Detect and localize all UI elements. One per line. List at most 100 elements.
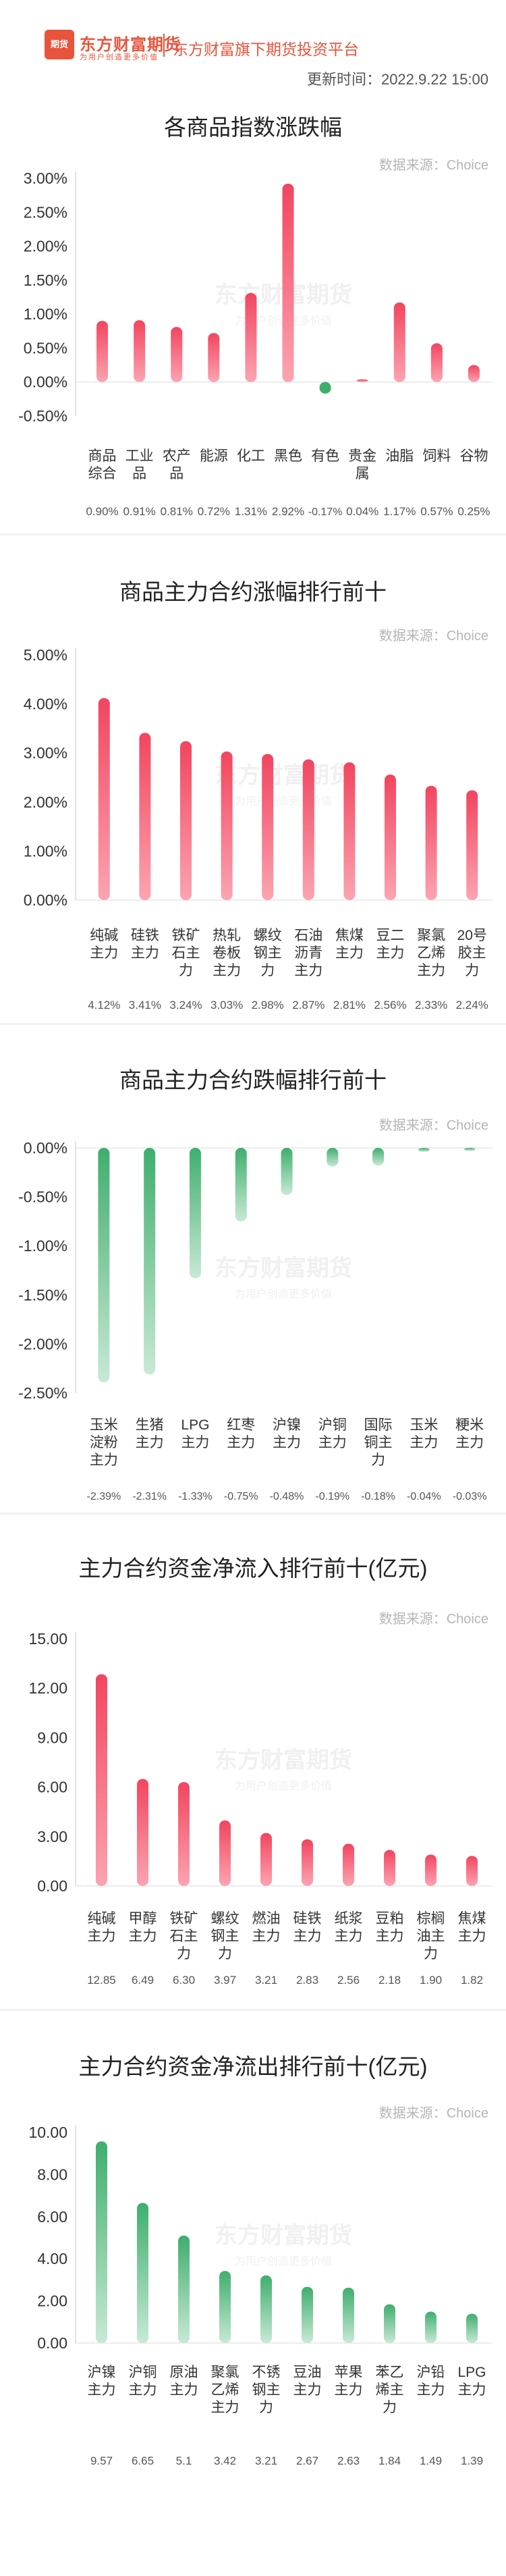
watermark-text: 东方财富期货 — [215, 762, 352, 789]
value-label: 2.56% — [374, 999, 406, 1011]
value-label: 6.65 — [132, 2454, 154, 2467]
category-label: 有色 — [311, 448, 339, 464]
bar — [466, 1856, 478, 1886]
logo-divider — [163, 34, 165, 57]
value-label: 1.17% — [383, 505, 416, 518]
category-label: 棕榈油主力 — [417, 1911, 445, 1962]
bar — [189, 1148, 201, 1279]
bar — [139, 733, 151, 900]
category-label: 豆二主力 — [376, 928, 405, 961]
chart-1: 各商品指数涨跌幅数据来源：Choice东方财富期货为用户创造更多价值3.00%2… — [18, 115, 493, 518]
value-label: 0.25% — [457, 505, 490, 518]
chart-title: 商品主力合约跌幅排行前十 — [119, 1068, 387, 1093]
category-label: 石油沥青主力 — [294, 928, 322, 978]
y-tick-label: 6.00 — [37, 1779, 67, 1796]
bar — [384, 1849, 395, 1886]
value-label: -2.31% — [132, 1491, 167, 1502]
y-tick-label: 2.00% — [24, 238, 67, 255]
bar — [343, 762, 356, 900]
category-label: 焦煤主力 — [335, 928, 364, 961]
y-tick-label: 1.00% — [24, 305, 67, 323]
bar — [302, 759, 314, 900]
y-tick-label: 1.50% — [24, 271, 67, 289]
bar — [466, 790, 478, 900]
y-tick-label: 1.00% — [24, 842, 67, 860]
chart-5: 主力合约资金净流出排行前十(亿元) 数据来源：Choice 东方财富期货为用户创造更… — [0, 2009, 506, 2467]
category-label: 国际铜主力 — [364, 1417, 393, 1468]
bar — [319, 382, 331, 394]
data-source: 数据来源：Choice — [379, 1611, 488, 1627]
bar — [98, 1148, 110, 1383]
section-divider — [0, 1513, 506, 1515]
y-tick-label: -1.50% — [18, 1286, 67, 1304]
watermark-slogan: 为用户创造更多价值 — [235, 1288, 332, 1300]
value-label: 0.81% — [161, 505, 193, 518]
value-label: 0.90% — [86, 505, 118, 518]
bar — [137, 1779, 148, 1886]
value-label: 2.24% — [456, 999, 488, 1011]
brand-slogan: 为用户创造更多价值 — [80, 53, 159, 61]
category-label: 聚氯乙烯主力 — [417, 928, 445, 978]
bar — [282, 184, 294, 382]
value-label: -0.04% — [407, 1491, 441, 1502]
bar — [171, 327, 183, 382]
value-label: 9.57 — [90, 2454, 113, 2467]
bar — [343, 2287, 354, 2343]
data-source: 数据来源：Choice — [379, 157, 488, 173]
category-label: 沪铜主力 — [129, 2365, 157, 2398]
page-header: 期货 东方财富期货 为用户创造更多价值 东方财富旗下期货投资平台 更新时间：20… — [0, 0, 506, 95]
bar — [262, 754, 274, 900]
y-tick-label: 4.00% — [24, 695, 67, 713]
category-label: 螺纹钢主力 — [254, 928, 282, 978]
value-label: 2.18 — [378, 1974, 401, 1987]
bar — [425, 1854, 437, 1886]
bar — [98, 698, 110, 900]
category-label: 油脂 — [385, 448, 414, 464]
bar — [393, 303, 405, 382]
y-tick-label: 0.50% — [24, 339, 67, 357]
chart-title: 商品主力合约涨幅排行前十 — [119, 579, 387, 604]
category-label: 甲醇主力 — [129, 1911, 157, 1944]
category-label: 玉米主力 — [410, 1417, 438, 1450]
y-tick-label: 0.00% — [24, 1139, 67, 1157]
bar — [235, 1148, 247, 1221]
value-label: -0.18% — [361, 1491, 395, 1502]
category-label: 饲料 — [422, 448, 451, 464]
chart-title: 主力合约资金净流出排行前十(亿元) — [79, 2054, 428, 2079]
section-divider — [0, 533, 506, 535]
y-tick-label: -0.50% — [18, 407, 67, 425]
category-label: 粳米主力 — [455, 1417, 484, 1450]
y-tick-label: 2.00 — [37, 2292, 67, 2310]
bar — [96, 1674, 107, 1886]
value-label: 0.04% — [346, 505, 378, 518]
value-label: 2.81% — [333, 999, 366, 1011]
category-label: 豆粕主力 — [376, 1911, 404, 1944]
category-label: 红枣主力 — [227, 1417, 255, 1450]
value-label: 6.30 — [173, 1974, 195, 1987]
category-label: 沪镍主力 — [88, 2365, 116, 2398]
value-label: 6.49 — [132, 1974, 154, 1987]
category-label: 纸浆主力 — [335, 1911, 363, 1944]
bar — [180, 741, 192, 900]
value-label: 4.12% — [88, 999, 120, 1011]
value-label: 2.92% — [272, 505, 304, 518]
bar — [144, 1148, 156, 1375]
update-time: 更新时间：2022.9.22 15:00 — [306, 71, 488, 88]
y-tick-label: 5.00% — [24, 646, 67, 664]
bar — [137, 2203, 148, 2343]
category-label: 聚氯乙烯主力 — [211, 2365, 240, 2415]
watermark-text: 东方财富期货 — [215, 1747, 352, 1773]
chart-title: 各商品指数涨跌幅 — [164, 115, 342, 140]
y-tick-label: 2.00% — [24, 793, 67, 811]
value-label: 2.98% — [252, 999, 284, 1011]
value-label: 3.41% — [129, 999, 161, 1011]
value-label: -2.39% — [87, 1491, 121, 1502]
category-label: 燃油主力 — [252, 1911, 281, 1944]
category-label: 豆油主力 — [293, 2365, 322, 2398]
value-label: 2.83 — [296, 1974, 318, 1987]
y-tick-label: 3.00% — [24, 744, 67, 762]
category-label: 热轧卷板主力 — [213, 928, 241, 978]
